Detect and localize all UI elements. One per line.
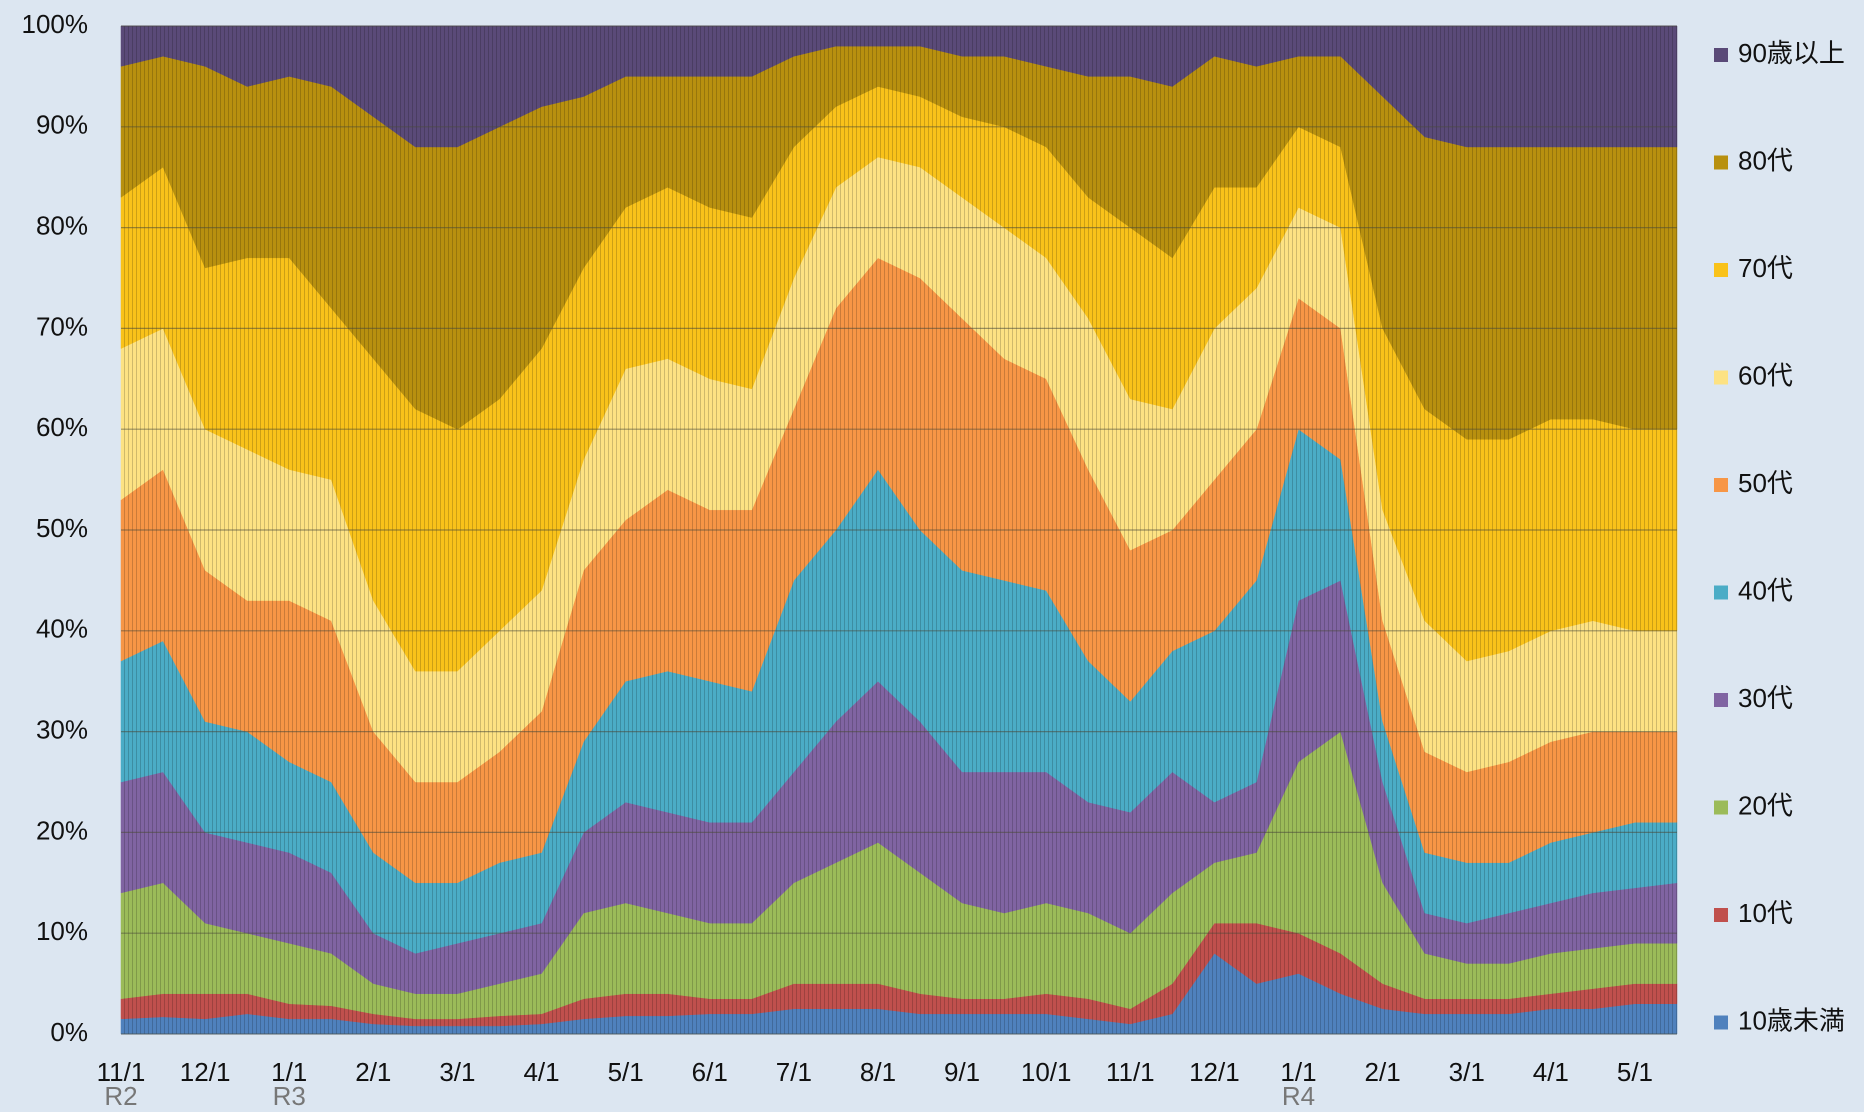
x-tick-label: 3/1 <box>1449 1057 1485 1087</box>
x-tick-label: 12/1 <box>180 1057 231 1087</box>
legend-label: 90歳以上 <box>1738 38 1845 68</box>
x-tick-label: 10/1 <box>1021 1057 1072 1087</box>
legend-label: 20代 <box>1738 790 1793 820</box>
y-tick-label: 100% <box>22 9 89 39</box>
y-tick-label: 30% <box>36 714 88 744</box>
x-tick-label: 12/1 <box>1189 1057 1240 1087</box>
y-tick-label: 20% <box>36 815 88 845</box>
plot-overlay <box>121 25 1677 1035</box>
legend-swatch <box>1714 155 1728 170</box>
x-tick-label: 7/1 <box>776 1057 812 1087</box>
y-tick-label: 60% <box>36 412 88 442</box>
y-tick-label: 50% <box>36 513 88 543</box>
legend-swatch <box>1714 908 1728 922</box>
x-tick-label: 3/1 <box>439 1057 475 1087</box>
legend-label: 40代 <box>1738 575 1793 605</box>
legend-label: 10歳未満 <box>1738 1005 1845 1035</box>
x-tick-label: 9/1 <box>944 1057 980 1087</box>
legend-swatch <box>1714 263 1728 277</box>
y-tick-label: 0% <box>50 1017 88 1047</box>
legend-label: 60代 <box>1738 360 1793 390</box>
x-tick-label: 5/1 <box>608 1057 644 1087</box>
legend-label: 50代 <box>1738 468 1793 498</box>
era-label: R4 <box>1282 1081 1315 1111</box>
era-label: R3 <box>273 1081 306 1111</box>
era-label: R2 <box>104 1081 137 1111</box>
legend-swatch <box>1714 693 1728 707</box>
legend-swatch <box>1714 1015 1728 1030</box>
x-tick-label: 6/1 <box>692 1057 728 1087</box>
y-tick-label: 80% <box>36 210 88 240</box>
legend-label: 30代 <box>1738 683 1793 713</box>
legend-swatch <box>1714 48 1728 62</box>
x-tick-label: 2/1 <box>1365 1057 1401 1087</box>
legend-swatch <box>1714 370 1728 385</box>
x-tick-label: 1/1 <box>1280 1057 1316 1087</box>
x-tick-label: 4/1 <box>1533 1057 1569 1087</box>
legend-label: 70代 <box>1738 253 1793 283</box>
x-tick-label: 5/1 <box>1617 1057 1653 1087</box>
legend-swatch <box>1714 585 1728 600</box>
x-tick-label: 11/1 <box>97 1057 146 1087</box>
legend-swatch <box>1714 478 1728 492</box>
y-tick-label: 70% <box>36 311 88 341</box>
y-tick-label: 90% <box>36 110 88 140</box>
y-tick-label: 40% <box>36 614 88 644</box>
x-tick-label: 4/1 <box>523 1057 559 1087</box>
y-tick-label: 10% <box>36 916 88 946</box>
legend-swatch <box>1714 800 1728 815</box>
x-tick-label: 1/1 <box>271 1057 307 1087</box>
legend-label: 80代 <box>1738 145 1793 175</box>
x-tick-label: 8/1 <box>860 1057 896 1087</box>
legend-label: 10代 <box>1738 898 1793 928</box>
x-tick-label: 11/1 <box>1106 1057 1155 1087</box>
x-tick-label: 2/1 <box>355 1057 391 1087</box>
